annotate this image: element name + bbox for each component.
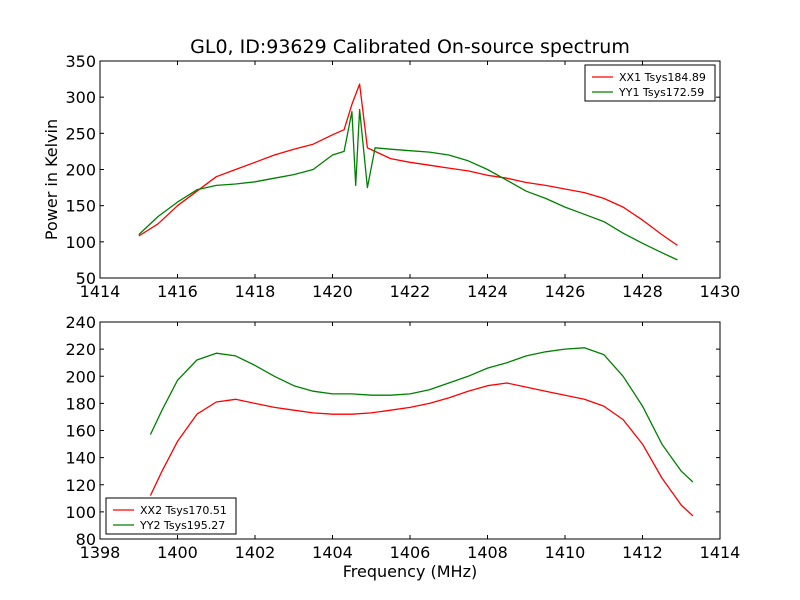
x-tick-label: 1422: [390, 282, 431, 301]
x-tick-label: 1420: [312, 282, 353, 301]
y-tick-label: 120: [65, 476, 96, 495]
x-tick-label: 1416: [157, 282, 198, 301]
series-line-yy1: [138, 108, 678, 261]
y-tick-label: 100: [65, 233, 96, 252]
series-line-xx1: [138, 83, 678, 246]
y-tick-label: 140: [65, 449, 96, 468]
x-tick-label: 1410: [545, 543, 586, 562]
legend-box: [105, 497, 237, 535]
x-tick-label: 1414: [700, 543, 741, 562]
y-tick-label: 160: [65, 422, 96, 441]
y-tick-label: 220: [65, 340, 96, 359]
y-tick-label: 300: [65, 88, 96, 107]
x-tick-label: 1404: [312, 543, 353, 562]
top-spectrum-panel: 1414 1416 1418 1420 1422 1424 1426 1428 1430 50 10…: [42, 52, 740, 301]
x-tick-label: 1406: [390, 543, 431, 562]
x-tick-label: 1418: [235, 282, 276, 301]
y-tick-label: 50: [76, 269, 96, 288]
y-tick-label: 250: [65, 124, 96, 143]
y-tick-label: 150: [65, 197, 96, 216]
y-tick-label: 80: [76, 530, 96, 549]
x-tick-label: 1428: [622, 282, 663, 301]
x-tick-label: 1398: [80, 543, 121, 562]
x-tick-label: 1402: [235, 543, 276, 562]
chart-title: GL0, ID:93629 Calibrated On-source spect…: [190, 36, 630, 58]
y-tick-label: 200: [65, 367, 96, 386]
x-axis-label: Frequency (MHz): [343, 562, 477, 581]
legend-label: YY2 Tsys195.27: [139, 519, 225, 532]
legend: XX2 Tsys170.51 YY2 Tsys195.27: [105, 497, 237, 535]
x-tick-label: 1430: [700, 282, 741, 301]
x-tick-label: 1424: [467, 282, 508, 301]
bottom-spectrum-panel: 1398 1400 1402 1404 1406 1408 1410 1412 1414 80 10…: [65, 313, 740, 562]
y-tick-label: 180: [65, 394, 96, 413]
y-tick-label: 100: [65, 503, 96, 522]
series-line-xx2: [149, 382, 694, 517]
y-tick-label: 350: [65, 52, 96, 71]
legend-label: XX1 Tsys184.89: [619, 71, 706, 84]
legend-label: XX2 Tsys170.51: [140, 504, 227, 517]
x-tick-label: 1414: [80, 282, 121, 301]
x-tick-label: 1400: [157, 543, 198, 562]
series-line-yy2: [149, 347, 694, 483]
y-axis-label: Power in Kelvin: [42, 119, 61, 240]
legend-label: YY1 Tsys172.59: [618, 86, 704, 99]
x-tick-label: 1412: [622, 543, 663, 562]
x-tick-label: 1426: [545, 282, 586, 301]
y-tick-label: 240: [65, 313, 96, 332]
legend: XX1 Tsys184.89 YY1 Tsys172.59: [584, 64, 716, 102]
legend-box: [584, 64, 716, 102]
x-tick-label: 1408: [467, 543, 508, 562]
y-tick-label: 200: [65, 161, 96, 180]
